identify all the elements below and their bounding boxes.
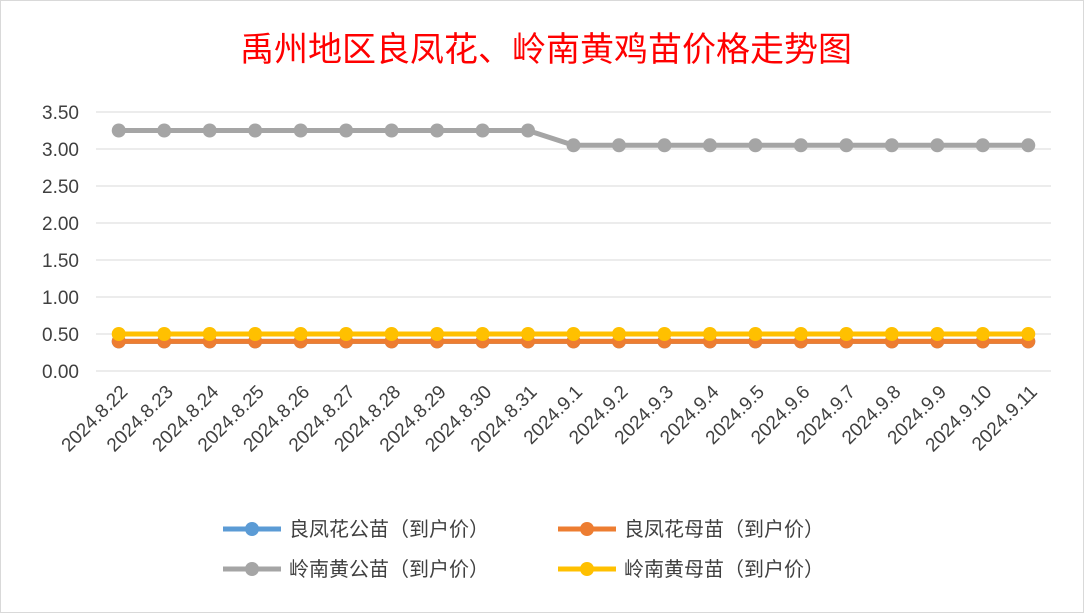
data-point (611, 327, 626, 341)
data-point (884, 138, 899, 153)
data-point (839, 138, 854, 153)
data-point (475, 123, 490, 138)
data-point (111, 327, 126, 341)
data-point (248, 327, 263, 341)
data-point (475, 327, 490, 341)
y-tick-label: 3.00 (42, 140, 79, 161)
data-point (611, 138, 626, 153)
legend-label: 岭南黄母苗（到户价） (624, 557, 824, 581)
data-point (157, 123, 172, 138)
data-point (293, 123, 308, 138)
data-point (702, 327, 717, 341)
data-point (748, 327, 763, 341)
data-point (884, 327, 899, 341)
data-point (657, 327, 672, 341)
data-point (566, 327, 581, 341)
data-point (793, 138, 808, 153)
series-lines (111, 123, 1036, 349)
data-point (702, 138, 717, 153)
legend-swatch-marker (580, 562, 594, 576)
legend-item: 岭南黄母苗（到户价） (558, 557, 824, 581)
data-point (202, 123, 217, 138)
data-point (975, 138, 990, 153)
y-tick-label: 0.50 (42, 325, 79, 346)
series-3 (111, 327, 1036, 341)
legend-label: 良凤花公苗（到户价） (289, 517, 489, 541)
y-tick-label: 1.00 (42, 288, 79, 309)
y-tick-label: 1.50 (42, 251, 79, 272)
data-point (339, 123, 354, 138)
legend-item: 良凤花母苗（到户价） (558, 517, 824, 541)
legend-swatch-marker (580, 522, 594, 536)
data-point (157, 327, 172, 341)
data-point (1021, 327, 1036, 341)
y-tick-label: 0.00 (42, 362, 79, 383)
y-tick-label: 2.00 (42, 214, 79, 235)
legend-label: 岭南黄公苗（到户价） (289, 557, 489, 581)
data-point (202, 327, 217, 341)
series-2 (111, 123, 1036, 153)
legend-label: 良凤花母苗（到户价） (624, 517, 824, 541)
data-point (930, 138, 945, 153)
y-axis-tick-labels: 0.00 0.50 1.00 1.50 2.00 2.50 3.00 3.50 (42, 103, 79, 383)
data-point (111, 123, 126, 138)
data-point (293, 327, 308, 341)
data-point (430, 327, 445, 341)
data-point (975, 327, 990, 341)
y-tick-label: 2.50 (42, 177, 79, 198)
y-tick-label: 3.50 (42, 103, 79, 124)
data-point (384, 123, 399, 138)
data-point (657, 138, 672, 153)
legend-swatch-marker (245, 522, 259, 536)
chart-title: 禹州地区良凤花、岭南黄鸡苗价格走势图 (240, 30, 852, 70)
data-point (248, 123, 263, 138)
data-point (748, 138, 763, 153)
legend-item: 岭南黄公苗（到户价） (223, 557, 489, 581)
data-point (793, 327, 808, 341)
data-point (1021, 138, 1036, 153)
data-point (566, 138, 581, 153)
data-point (430, 123, 445, 138)
data-point (521, 123, 536, 138)
legend-item: 良凤花公苗（到户价） (223, 517, 489, 541)
legend: 良凤花公苗（到户价） 良凤花母苗（到户价） 岭南黄公苗（到户价） 岭南黄母苗（到户价） (223, 517, 824, 581)
data-point (839, 327, 854, 341)
x-axis-tick-labels: 2024.8.222024.8.232024.8.242024.8.252024… (58, 381, 1042, 456)
data-point (339, 327, 354, 341)
data-point (384, 327, 399, 341)
data-point (930, 327, 945, 341)
data-point (521, 327, 536, 341)
legend-swatch-marker (245, 562, 259, 576)
